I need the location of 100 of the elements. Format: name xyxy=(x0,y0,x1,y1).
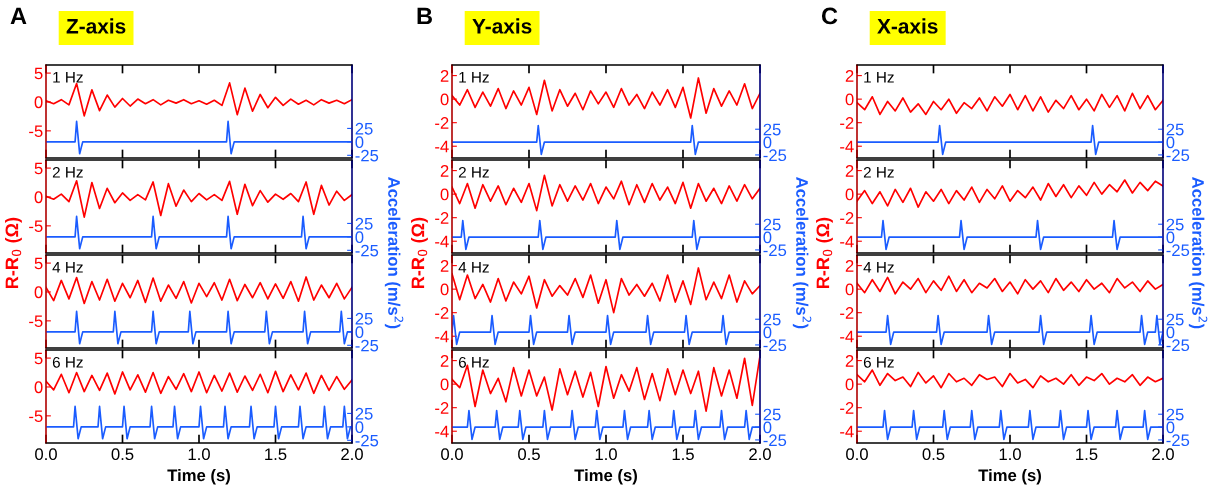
line-series xyxy=(452,355,760,413)
y2-tick-label: 0 xyxy=(355,136,364,149)
y-tick-label: 2 xyxy=(440,260,449,272)
y-tick-label: -2 xyxy=(435,212,449,224)
x-axis-title: Time (s) xyxy=(978,468,1041,485)
x-tick-label: 1.0 xyxy=(595,448,617,461)
annotation: 2 Hz xyxy=(458,166,489,178)
y-tick-label: -2 xyxy=(840,402,854,414)
y2-tick-label: -25 xyxy=(355,149,379,162)
y2-tick-label: 25 xyxy=(355,407,373,420)
y-tick-label: -4 xyxy=(435,235,449,248)
x-tick-label: 1.5 xyxy=(672,448,694,461)
annotation: 6 Hz xyxy=(458,356,489,368)
line-series xyxy=(46,276,352,305)
y-tick-label: 0 xyxy=(34,381,43,394)
y2-tick-label: -25 xyxy=(1166,149,1190,162)
y2-tick-label: 0 xyxy=(763,231,772,244)
x-axis-title: Time (s) xyxy=(167,468,230,485)
y-tick-label: -2 xyxy=(435,117,449,129)
y-tick-label: -4 xyxy=(840,140,854,153)
y-tick-label: 5 xyxy=(34,257,43,270)
y-tick-label: -2 xyxy=(840,212,854,224)
y-tick-label: 5 xyxy=(34,162,43,175)
chart-title: X-axis xyxy=(877,18,938,34)
y-tick-label: 0 xyxy=(440,93,449,106)
y2-tick-label: 0 xyxy=(763,326,772,339)
x-tick-label: 1.0 xyxy=(999,448,1021,461)
y-tick-label: -4 xyxy=(435,330,449,343)
x-tick-label: 2.0 xyxy=(749,448,771,461)
x-tick-label: 2.0 xyxy=(341,448,363,461)
y-tick-label: -5 xyxy=(29,125,43,138)
y2-tick-label: -25 xyxy=(1166,434,1190,447)
y2-tick-label: 25 xyxy=(763,218,781,231)
y-tick-label: -4 xyxy=(435,140,449,153)
x-tick-label: 0.0 xyxy=(441,448,463,461)
y2-tick-label: -25 xyxy=(763,434,787,447)
annotation: 6 Hz xyxy=(52,356,83,368)
x-tick-label: 0.0 xyxy=(35,448,57,461)
y2-tick-label: 0 xyxy=(355,421,364,434)
y-tick-label: -4 xyxy=(840,330,854,343)
x-axis-title: Time (s) xyxy=(574,468,637,485)
y2-tick-label: 25 xyxy=(355,217,373,230)
x-tick-label: 0.5 xyxy=(518,448,540,461)
y-tick-label: 0 xyxy=(440,283,449,296)
y2-tick-label: -25 xyxy=(1166,339,1190,352)
text: C xyxy=(821,7,838,25)
y2-tick-label: -25 xyxy=(763,149,787,162)
y-tick-label: 5 xyxy=(34,67,43,80)
y-tick-label: 0 xyxy=(34,96,43,109)
annotation: 4 Hz xyxy=(52,262,83,273)
y2-tick-label: 0 xyxy=(1166,326,1175,339)
y-tick-label: 2 xyxy=(845,355,854,367)
y2-tick-label: -25 xyxy=(355,244,379,257)
text: B xyxy=(417,7,432,25)
y-tick-label: 0 xyxy=(845,378,854,391)
chart-title: Y-axis xyxy=(472,18,532,34)
y-tick-label: 2 xyxy=(440,355,449,367)
y-tick-label: -5 xyxy=(29,220,43,233)
y-tick-label: 0 xyxy=(845,283,854,296)
x-tick-label: 1.5 xyxy=(265,448,287,461)
y2-tick-label: 0 xyxy=(355,231,364,244)
x-tick-label: 0.0 xyxy=(846,448,868,461)
y-tick-label: -4 xyxy=(435,425,449,438)
y2-tick-label: 25 xyxy=(1166,123,1184,136)
y2-tick-label: 0 xyxy=(1166,421,1175,434)
y-tick-label: -4 xyxy=(840,235,854,248)
y2-tick-label: 25 xyxy=(763,123,781,136)
y2-tick-label: 25 xyxy=(1166,408,1184,421)
y-tick-label: 2 xyxy=(845,70,854,82)
y-tick-label: 5 xyxy=(34,352,43,365)
y-tick-label: 2 xyxy=(845,260,854,272)
line-series xyxy=(46,370,352,395)
y2-tick-label: -25 xyxy=(355,434,379,447)
y-tick-label: 0 xyxy=(34,191,43,204)
y-tick-label: -2 xyxy=(840,307,854,319)
annotation: 1 Hz xyxy=(53,72,83,83)
y2-tick-label: -25 xyxy=(763,339,787,352)
y2-tick-label: 0 xyxy=(763,136,772,149)
annotation: 4 Hz xyxy=(863,262,894,273)
annotation: 1 Hz xyxy=(864,72,894,83)
y2-tick-label: 0 xyxy=(763,421,772,434)
y2-tick-label: 25 xyxy=(1166,218,1184,231)
y2-tick-label: 25 xyxy=(355,312,373,325)
y2-tick-label: 25 xyxy=(763,313,781,326)
y-tick-label: 2 xyxy=(440,70,449,82)
annotation: 2 Hz xyxy=(863,166,894,178)
x-tick-label: 0.5 xyxy=(922,448,945,461)
x-tick-label: 2.0 xyxy=(1152,448,1174,461)
y-tick-label: -2 xyxy=(435,307,449,319)
y-tick-label: -4 xyxy=(840,425,854,438)
y-tick-label: 0 xyxy=(845,188,854,201)
y-tick-label: 0 xyxy=(440,378,449,391)
annotation: 4 Hz xyxy=(458,262,489,273)
x-tick-label: 1.5 xyxy=(1076,448,1098,461)
y2-tick-label: 25 xyxy=(355,122,373,135)
line-series xyxy=(857,275,1163,295)
y2-axis-title: Acceleration (m/s$^{2}$) xyxy=(1188,177,1208,329)
y-axis-title: R-R$_{0}$ (Ω) xyxy=(816,217,833,288)
annotation: 6 Hz xyxy=(863,356,894,368)
y2-axis-title: Acceleration (m/s$^{2}$) xyxy=(792,177,812,329)
